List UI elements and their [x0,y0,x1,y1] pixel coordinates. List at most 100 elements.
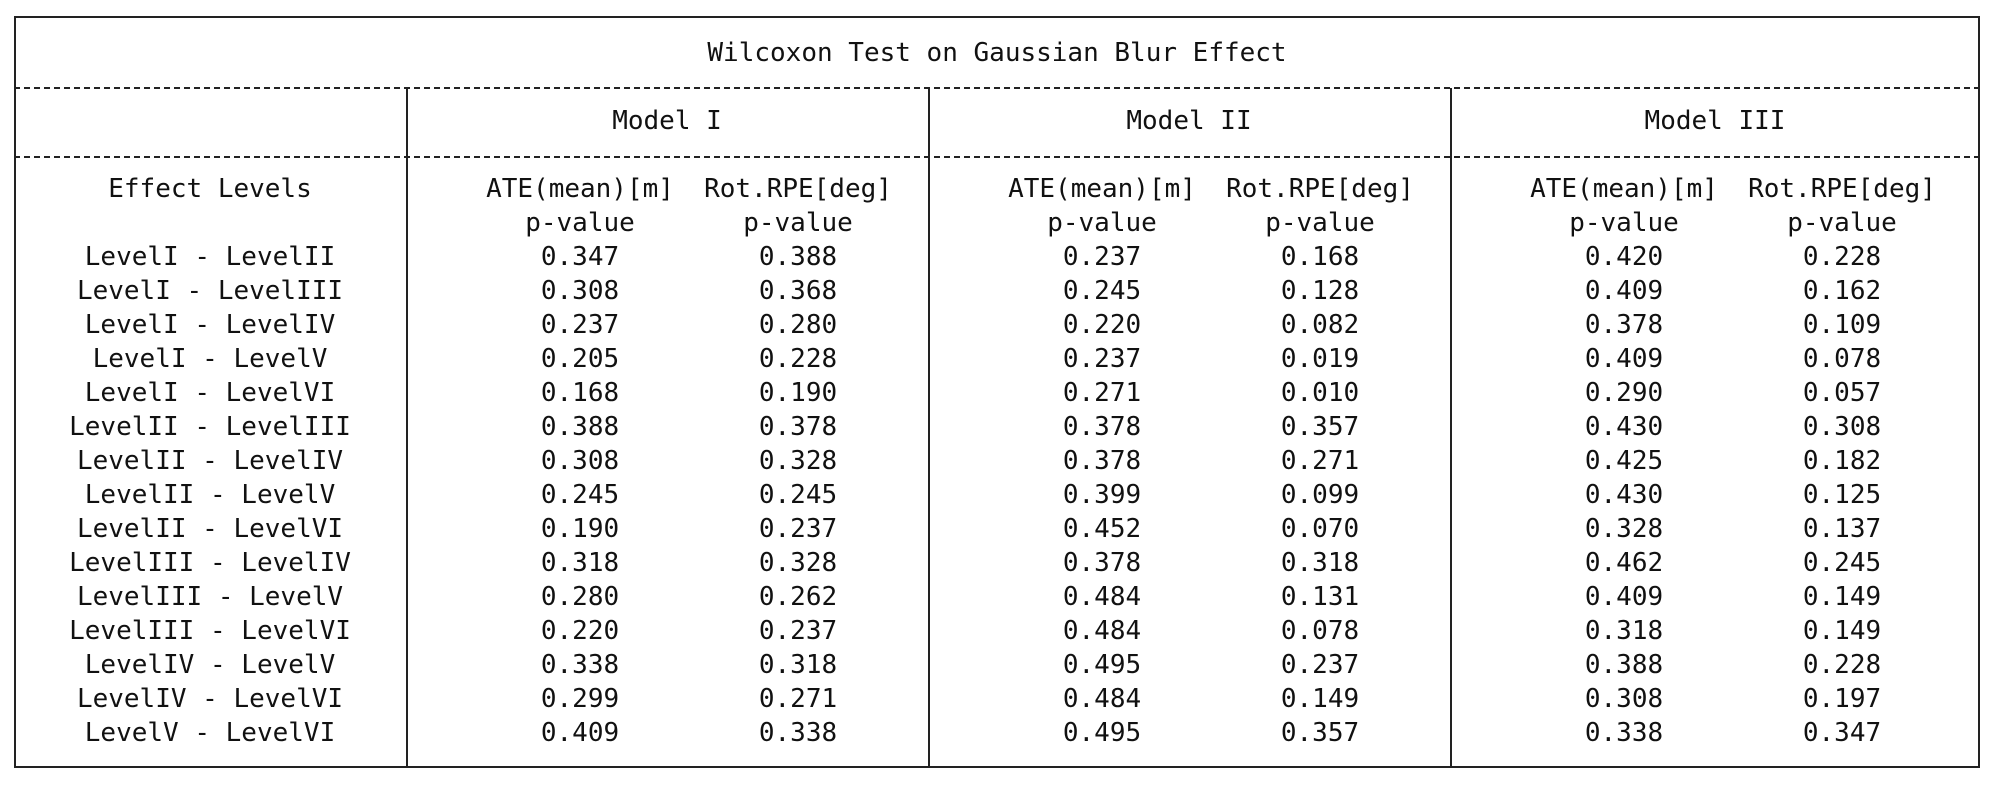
p-value-cell: 0.168 [1280,242,1360,272]
p-value-cell: 0.328 [1584,514,1664,544]
p-value-cell: 0.228 [758,344,838,374]
p-value-cell: 0.378 [1062,412,1142,442]
row-label: LevelV - LevelVI [84,718,336,748]
p-value-cell: 0.495 [1062,650,1142,680]
metric-subheader: p-value [1265,208,1375,238]
p-value-cell: 0.347 [1802,718,1882,748]
p-value-cell: 0.168 [540,378,620,408]
p-value-cell: 0.237 [758,616,838,646]
p-value-cell: 0.271 [1062,378,1142,408]
p-value-cell: 0.338 [540,650,620,680]
row-label: LevelIV - LevelV [84,650,336,680]
p-value-cell: 0.338 [758,718,838,748]
p-value-cell: 0.245 [1062,276,1142,306]
p-value-cell: 0.070 [1280,514,1360,544]
p-value-cell: 0.357 [1280,412,1360,442]
p-value-cell: 0.409 [540,718,620,748]
p-value-cell: 0.162 [1802,276,1882,306]
metric-header: ATE(mean)[m] [1530,174,1718,204]
model-header-separator [14,156,1980,158]
p-value-cell: 0.082 [1280,310,1360,340]
p-value-cell: 0.378 [1062,548,1142,578]
metric-header: ATE(mean)[m] [486,174,674,204]
p-value-cell: 0.495 [1062,718,1142,748]
p-value-cell: 0.190 [758,378,838,408]
p-value-cell: 0.149 [1802,582,1882,612]
p-value-cell: 0.318 [1280,548,1360,578]
row-label: LevelIII - LevelV [76,582,344,612]
p-value-cell: 0.137 [1802,514,1882,544]
column-separator [928,88,930,768]
row-label: LevelI - LevelII [84,242,336,272]
model-header: Model I [612,106,722,136]
p-value-cell: 0.409 [1584,276,1664,306]
p-value-cell: 0.299 [540,684,620,714]
metric-header: Rot.RPE[deg] [1226,174,1414,204]
p-value-cell: 0.237 [1062,242,1142,272]
title-separator [14,87,1980,89]
p-value-cell: 0.220 [1062,310,1142,340]
row-label: LevelII - LevelVI [76,514,344,544]
row-label: LevelI - LevelV [92,344,328,374]
p-value-cell: 0.237 [1280,650,1360,680]
p-value-cell: 0.409 [1584,344,1664,374]
p-value-cell: 0.190 [540,514,620,544]
p-value-cell: 0.197 [1802,684,1882,714]
row-label: LevelIII - LevelIV [69,548,351,578]
p-value-cell: 0.308 [540,446,620,476]
p-value-cell: 0.245 [1802,548,1882,578]
row-label: LevelI - LevelIV [84,310,336,340]
p-value-cell: 0.308 [1802,412,1882,442]
p-value-cell: 0.378 [1062,446,1142,476]
column-separator [1450,88,1452,768]
row-header: Effect Levels [108,174,312,204]
p-value-cell: 0.484 [1062,582,1142,612]
table-title: Wilcoxon Test on Gaussian Blur Effect [707,38,1287,68]
p-value-cell: 0.125 [1802,480,1882,510]
p-value-cell: 0.318 [1584,616,1664,646]
metric-header: Rot.RPE[deg] [704,174,892,204]
p-value-cell: 0.452 [1062,514,1142,544]
p-value-cell: 0.237 [1062,344,1142,374]
p-value-cell: 0.388 [1584,650,1664,680]
p-value-cell: 0.128 [1280,276,1360,306]
p-value-cell: 0.280 [758,310,838,340]
p-value-cell: 0.290 [1584,378,1664,408]
p-value-cell: 0.262 [758,582,838,612]
metric-header: Rot.RPE[deg] [1748,174,1936,204]
p-value-cell: 0.237 [758,514,838,544]
p-value-cell: 0.280 [540,582,620,612]
p-value-cell: 0.078 [1280,616,1360,646]
table-frame [14,16,1980,768]
p-value-cell: 0.462 [1584,548,1664,578]
row-label: LevelII - LevelIII [69,412,351,442]
model-header: Model II [1126,106,1252,136]
row-label: LevelI - LevelIII [76,276,344,306]
p-value-cell: 0.388 [758,242,838,272]
p-value-cell: 0.237 [540,310,620,340]
p-value-cell: 0.149 [1280,684,1360,714]
row-label: LevelIII - LevelVI [69,616,351,646]
p-value-cell: 0.338 [1584,718,1664,748]
p-value-cell: 0.484 [1062,616,1142,646]
row-label: LevelI - LevelVI [84,378,336,408]
row-label: LevelII - LevelIV [76,446,344,476]
p-value-cell: 0.420 [1584,242,1664,272]
metric-subheader: p-value [743,208,853,238]
p-value-cell: 0.328 [758,548,838,578]
p-value-cell: 0.378 [1584,310,1664,340]
p-value-cell: 0.399 [1062,480,1142,510]
p-value-cell: 0.010 [1280,378,1360,408]
p-value-cell: 0.318 [758,650,838,680]
p-value-cell: 0.271 [758,684,838,714]
row-label: LevelII - LevelV [84,480,336,510]
column-separator [406,88,408,768]
p-value-cell: 0.131 [1280,582,1360,612]
metric-subheader: p-value [1787,208,1897,238]
model-header: Model III [1644,106,1786,136]
p-value-cell: 0.430 [1584,412,1664,442]
p-value-cell: 0.430 [1584,480,1664,510]
p-value-cell: 0.019 [1280,344,1360,374]
p-value-cell: 0.057 [1802,378,1882,408]
results-table: Wilcoxon Test on Gaussian Blur Effect Mo… [14,0,1982,792]
